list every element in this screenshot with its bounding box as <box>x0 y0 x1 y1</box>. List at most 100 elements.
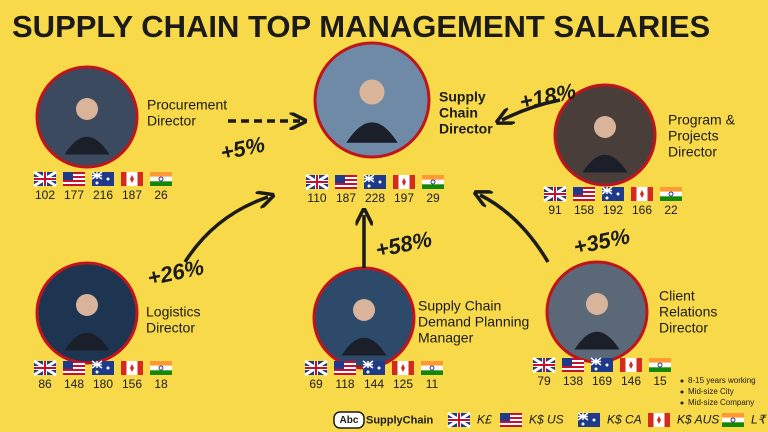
salary-value: 144 <box>364 377 384 391</box>
flag-part <box>334 373 356 375</box>
node-label: Demand Planning <box>418 314 529 330</box>
flag-part <box>150 365 172 371</box>
flag-part <box>34 361 56 375</box>
note: Mid-size Company <box>688 398 754 407</box>
flag-part <box>150 176 172 182</box>
salary-value: 138 <box>563 374 583 388</box>
node-label: Logistics <box>146 304 200 320</box>
flag-part <box>649 367 671 372</box>
flag-part <box>605 196 609 200</box>
flag-part <box>722 413 744 418</box>
note: 8-15 years working <box>688 376 756 385</box>
note: Mid-size City <box>688 387 734 396</box>
portrait-figure <box>594 116 616 138</box>
flag-part <box>592 418 596 422</box>
salary-value: 86 <box>38 377 52 391</box>
bullet <box>680 401 684 405</box>
node-label: Director <box>147 113 196 129</box>
flag <box>601 186 624 201</box>
node-label: Director <box>146 320 195 336</box>
flag-part <box>573 199 595 201</box>
flag-part <box>500 425 522 427</box>
flag-part <box>106 366 110 370</box>
node-label: Supply Chain <box>418 298 501 314</box>
flag-part <box>150 181 172 186</box>
flag <box>392 361 414 375</box>
salary-value: 29 <box>426 191 440 205</box>
salary-value: 166 <box>632 203 652 217</box>
portrait-figure <box>64 136 110 155</box>
flag-part <box>63 361 85 363</box>
flag-part <box>34 172 56 186</box>
flag <box>121 172 143 186</box>
flag <box>362 360 385 375</box>
flag-part <box>305 361 327 375</box>
flag-part <box>660 187 682 192</box>
node-label: Client <box>659 288 695 304</box>
flag-part <box>562 362 584 364</box>
portrait-figure <box>76 294 98 316</box>
node-label: Projects <box>668 128 719 144</box>
flag <box>620 358 642 372</box>
flag-part <box>334 365 356 367</box>
flag <box>648 413 670 427</box>
flag-part <box>377 366 381 370</box>
flag-part <box>421 370 443 375</box>
flag <box>543 185 567 203</box>
flag-part <box>334 361 344 369</box>
title: SUPPLY CHAIN TOP MANAGEMENT SALARIES <box>12 9 710 44</box>
flag-part <box>430 179 436 185</box>
currency-label: K$ CA <box>607 413 642 427</box>
flag-part <box>402 178 406 186</box>
salary-value: 11 <box>426 377 439 391</box>
currency-label: L₹ <box>751 413 768 427</box>
salary-value: 118 <box>335 377 354 391</box>
flag <box>63 361 85 375</box>
node-label: Director <box>659 320 708 336</box>
portrait-figure <box>346 122 398 143</box>
flag <box>422 175 444 189</box>
portrait-figure <box>574 331 620 350</box>
growth-label: +58% <box>373 226 434 262</box>
flag-part <box>422 175 444 180</box>
flag-part <box>130 175 134 183</box>
flag <box>631 187 653 201</box>
flag <box>91 171 114 186</box>
flag-part <box>573 195 595 197</box>
flag <box>335 175 357 189</box>
flag <box>33 359 57 377</box>
flag-part <box>150 172 172 177</box>
portrait-figure <box>359 79 385 105</box>
flag <box>573 187 595 201</box>
salary-value: 228 <box>365 191 385 205</box>
flag <box>91 360 114 375</box>
salary-value: 102 <box>35 188 55 202</box>
salary-value: 91 <box>548 203 562 217</box>
flag-part <box>63 361 73 369</box>
flag-part <box>629 361 633 369</box>
node-label: Supply <box>439 89 486 105</box>
flag <box>577 412 600 427</box>
flag-part <box>334 361 356 363</box>
flag-part <box>590 357 602 366</box>
flag-part <box>573 191 595 193</box>
salary-value: 18 <box>154 377 168 391</box>
flag <box>590 357 613 372</box>
flag-part <box>366 370 370 374</box>
flag-part <box>158 365 164 371</box>
salary-value: 156 <box>122 377 142 391</box>
flag-part <box>378 180 382 184</box>
portrait-figure <box>64 332 110 351</box>
flag-part <box>500 421 522 423</box>
flag <box>304 359 328 377</box>
portrait-figure <box>586 293 608 315</box>
flag <box>532 356 556 374</box>
salary-value: 177 <box>64 188 84 202</box>
node-label: Manager <box>418 330 474 346</box>
salary-value: 26 <box>154 188 168 202</box>
flag-part <box>573 187 595 189</box>
salary-value: 158 <box>574 203 594 217</box>
flag-part <box>605 363 609 367</box>
flag <box>649 358 671 372</box>
